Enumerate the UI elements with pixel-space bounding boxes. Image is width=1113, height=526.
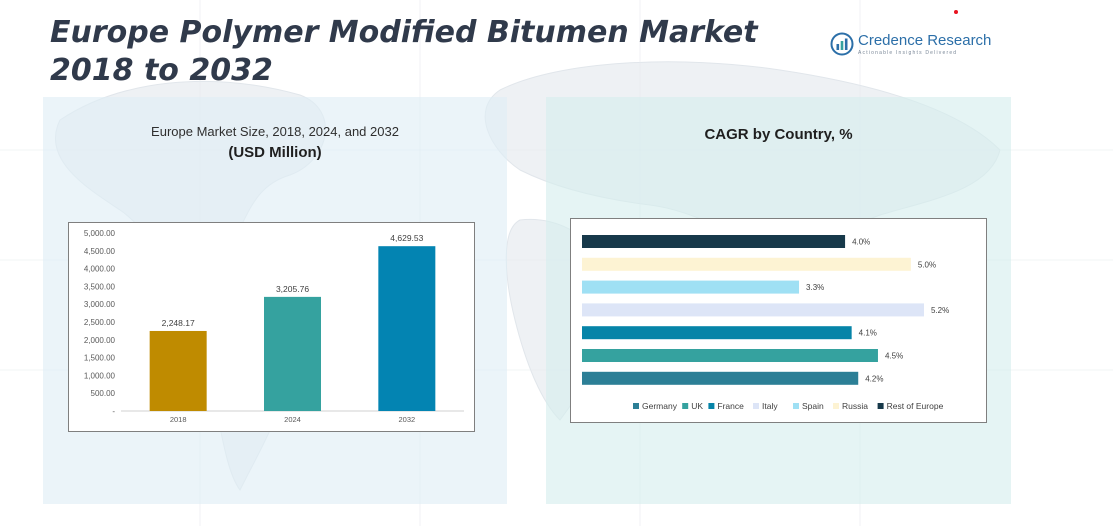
y-tick-label: - (112, 407, 115, 416)
data-label-rest-of-europe: 4.0% (852, 238, 870, 247)
y-tick-label: 2,500.00 (84, 318, 116, 327)
legend-swatch (708, 403, 715, 409)
red-dot-marker (954, 10, 958, 14)
y-tick-label: 5,000.00 (84, 229, 116, 238)
legend-label: Russia (842, 401, 868, 411)
data-label-2018: 2,248.17 (162, 318, 195, 328)
y-tick-label: 3,000.00 (84, 300, 116, 309)
y-tick-label: 4,500.00 (84, 247, 116, 256)
y-tick-label: 2,000.00 (84, 336, 116, 345)
data-label-russia: 5.0% (918, 260, 936, 269)
x-tick-label: 2024 (284, 415, 301, 424)
market-size-chart-subtitle: (USD Million) (228, 144, 322, 161)
bar-uk (582, 349, 878, 362)
y-tick-label: 3,500.00 (84, 282, 116, 291)
bar-russia (582, 257, 911, 271)
bar-2032 (378, 246, 436, 411)
market-size-chart-frame: - 500.00 1,000.00 1,500.00 2,000.00 2,500.00 3… (68, 222, 475, 432)
data-label-italy: 5.2% (931, 306, 949, 315)
y-tick-label: 4,000.00 (84, 265, 116, 274)
bar-rest-of-europe (582, 235, 846, 248)
legend-swatch (877, 403, 884, 409)
logo-tagline: Actionable Insights Delivered (858, 50, 958, 56)
bar-germany (582, 371, 859, 385)
legend-swatch (833, 403, 839, 409)
logo-mark-icon (830, 32, 854, 56)
legend-label: Rest of Europe (887, 401, 944, 411)
logo-name: Credence Research (858, 32, 992, 49)
legend-swatch (753, 403, 759, 409)
market-size-bar-chart: - 500.00 1,000.00 1,500.00 2,000.00 2,500.00 3… (84, 229, 464, 424)
x-tick-label: 2018 (170, 415, 187, 424)
data-label-germany: 4.2% (865, 374, 883, 383)
cagr-horizontal-bar-chart: 4.0% 5.0% 3.3% 5.2% 4.1% 4.5% 4.2% Germany UK Fra… (582, 235, 949, 411)
data-label-france: 4.1% (859, 329, 877, 338)
data-label-2032: 4,629.53 (390, 233, 423, 243)
legend-label: Italy (762, 401, 778, 411)
legend-label: France (717, 401, 744, 411)
bar-italy (582, 303, 924, 317)
page-title: Europe Polymer Modified Bitumen Market 2… (50, 15, 758, 88)
data-label-2024: 3,205.76 (276, 284, 309, 294)
legend-swatch (793, 403, 799, 409)
credence-research-logo: Credence Research Actionable Insights De… (830, 30, 1010, 60)
y-tick-label: 1,500.00 (84, 354, 116, 363)
legend-label: Spain (802, 401, 824, 411)
x-tick-label: 2032 (398, 415, 415, 424)
bar-2024 (264, 296, 321, 411)
data-label-spain: 3.3% (806, 283, 824, 292)
cagr-chart-frame: 4.0% 5.0% 3.3% 5.2% 4.1% 4.5% 4.2% Germany UK Fra… (570, 218, 987, 423)
data-label-uk: 4.5% (885, 352, 903, 361)
legend-label: UK (691, 401, 703, 411)
cagr-chart-title: CAGR by Country, % (704, 126, 853, 143)
y-tick-label: 1,000.00 (84, 371, 116, 380)
bar-2018 (149, 330, 207, 411)
y-tick-label: 500.00 (91, 389, 116, 398)
bar-spain (582, 280, 800, 294)
bar-france (582, 326, 852, 340)
legend-swatch (633, 403, 639, 409)
market-size-chart-title: Europe Market Size, 2018, 2024, and 2032 (151, 124, 399, 139)
legend-label: Germany (642, 401, 678, 411)
legend-swatch (682, 403, 689, 409)
